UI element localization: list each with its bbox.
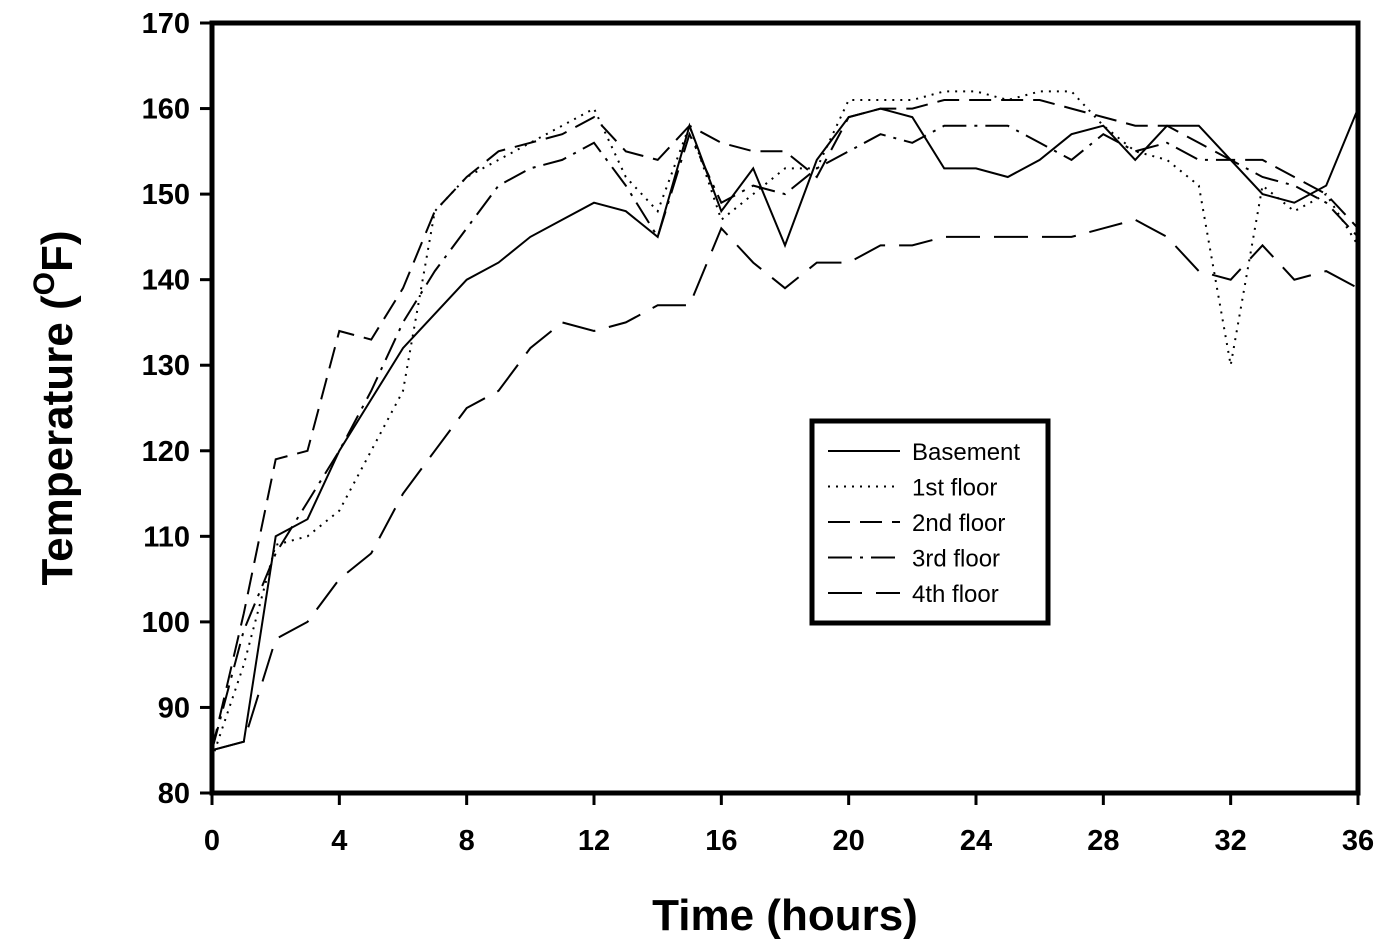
x-tick-label: 16 (705, 825, 737, 857)
y-tick-label: 80 (158, 778, 190, 810)
x-tick-label: 0 (204, 825, 220, 857)
y-tick-label: 90 (158, 692, 190, 724)
y-tick-label: 150 (142, 179, 190, 211)
series-layer (211, 90, 1359, 760)
series-line-1st-floor (211, 90, 1359, 760)
legend-items: Basement 1st floor 2nd floor 3rd floor 4th f… (828, 439, 1020, 608)
x-axis-title: Time (hours) (652, 891, 918, 940)
y-tick-label: 120 (142, 436, 190, 468)
x-tick-label: 32 (1215, 825, 1247, 857)
x-tick-label: 20 (833, 825, 865, 857)
x-tick-label: 8 (459, 825, 475, 857)
x-tick-label: 12 (578, 825, 610, 857)
series-line-3rd-floor (211, 124, 1359, 751)
y-axis-title: Temperature (OF) (28, 230, 82, 585)
legend-box (809, 418, 1051, 626)
x-tick-label: 36 (1342, 825, 1374, 857)
series-line-basement (211, 107, 1359, 752)
legend-label: 4th floor (912, 581, 999, 608)
y-tick-label: 110 (143, 521, 190, 553)
plot-frame (209, 20, 1361, 796)
y-tick-label: 160 (142, 94, 190, 126)
series-line-4th-floor (211, 218, 1359, 752)
legend-label: Basement (912, 439, 1020, 466)
legend: Basement 1st floor 2nd floor 3rd floor 4th f… (809, 418, 1051, 626)
y-tick-label: 100 (142, 607, 190, 639)
y-axis-title-superscript: O (28, 272, 61, 295)
y-tick-label: 140 (142, 265, 190, 297)
x-tick-label: 24 (960, 825, 992, 857)
axis-layer: 0 4 8 12 16 20 24 28 32 36 80 90 100 110 120 130 140 150 1… (142, 8, 1375, 857)
series-line-2nd-floor (211, 99, 1359, 751)
x-tick-label: 28 (1087, 825, 1119, 857)
x-tick-label: 4 (331, 825, 347, 857)
y-tick-label: 130 (142, 350, 190, 382)
y-axis-title-unit: F) (33, 230, 82, 272)
legend-label: 2nd floor (912, 510, 1005, 537)
legend-label: 1st floor (912, 475, 997, 502)
y-tick-label: 170 (142, 8, 190, 40)
y-axis-title-main: Temperature ( (33, 295, 82, 585)
legend-label: 3rd floor (912, 546, 1000, 573)
